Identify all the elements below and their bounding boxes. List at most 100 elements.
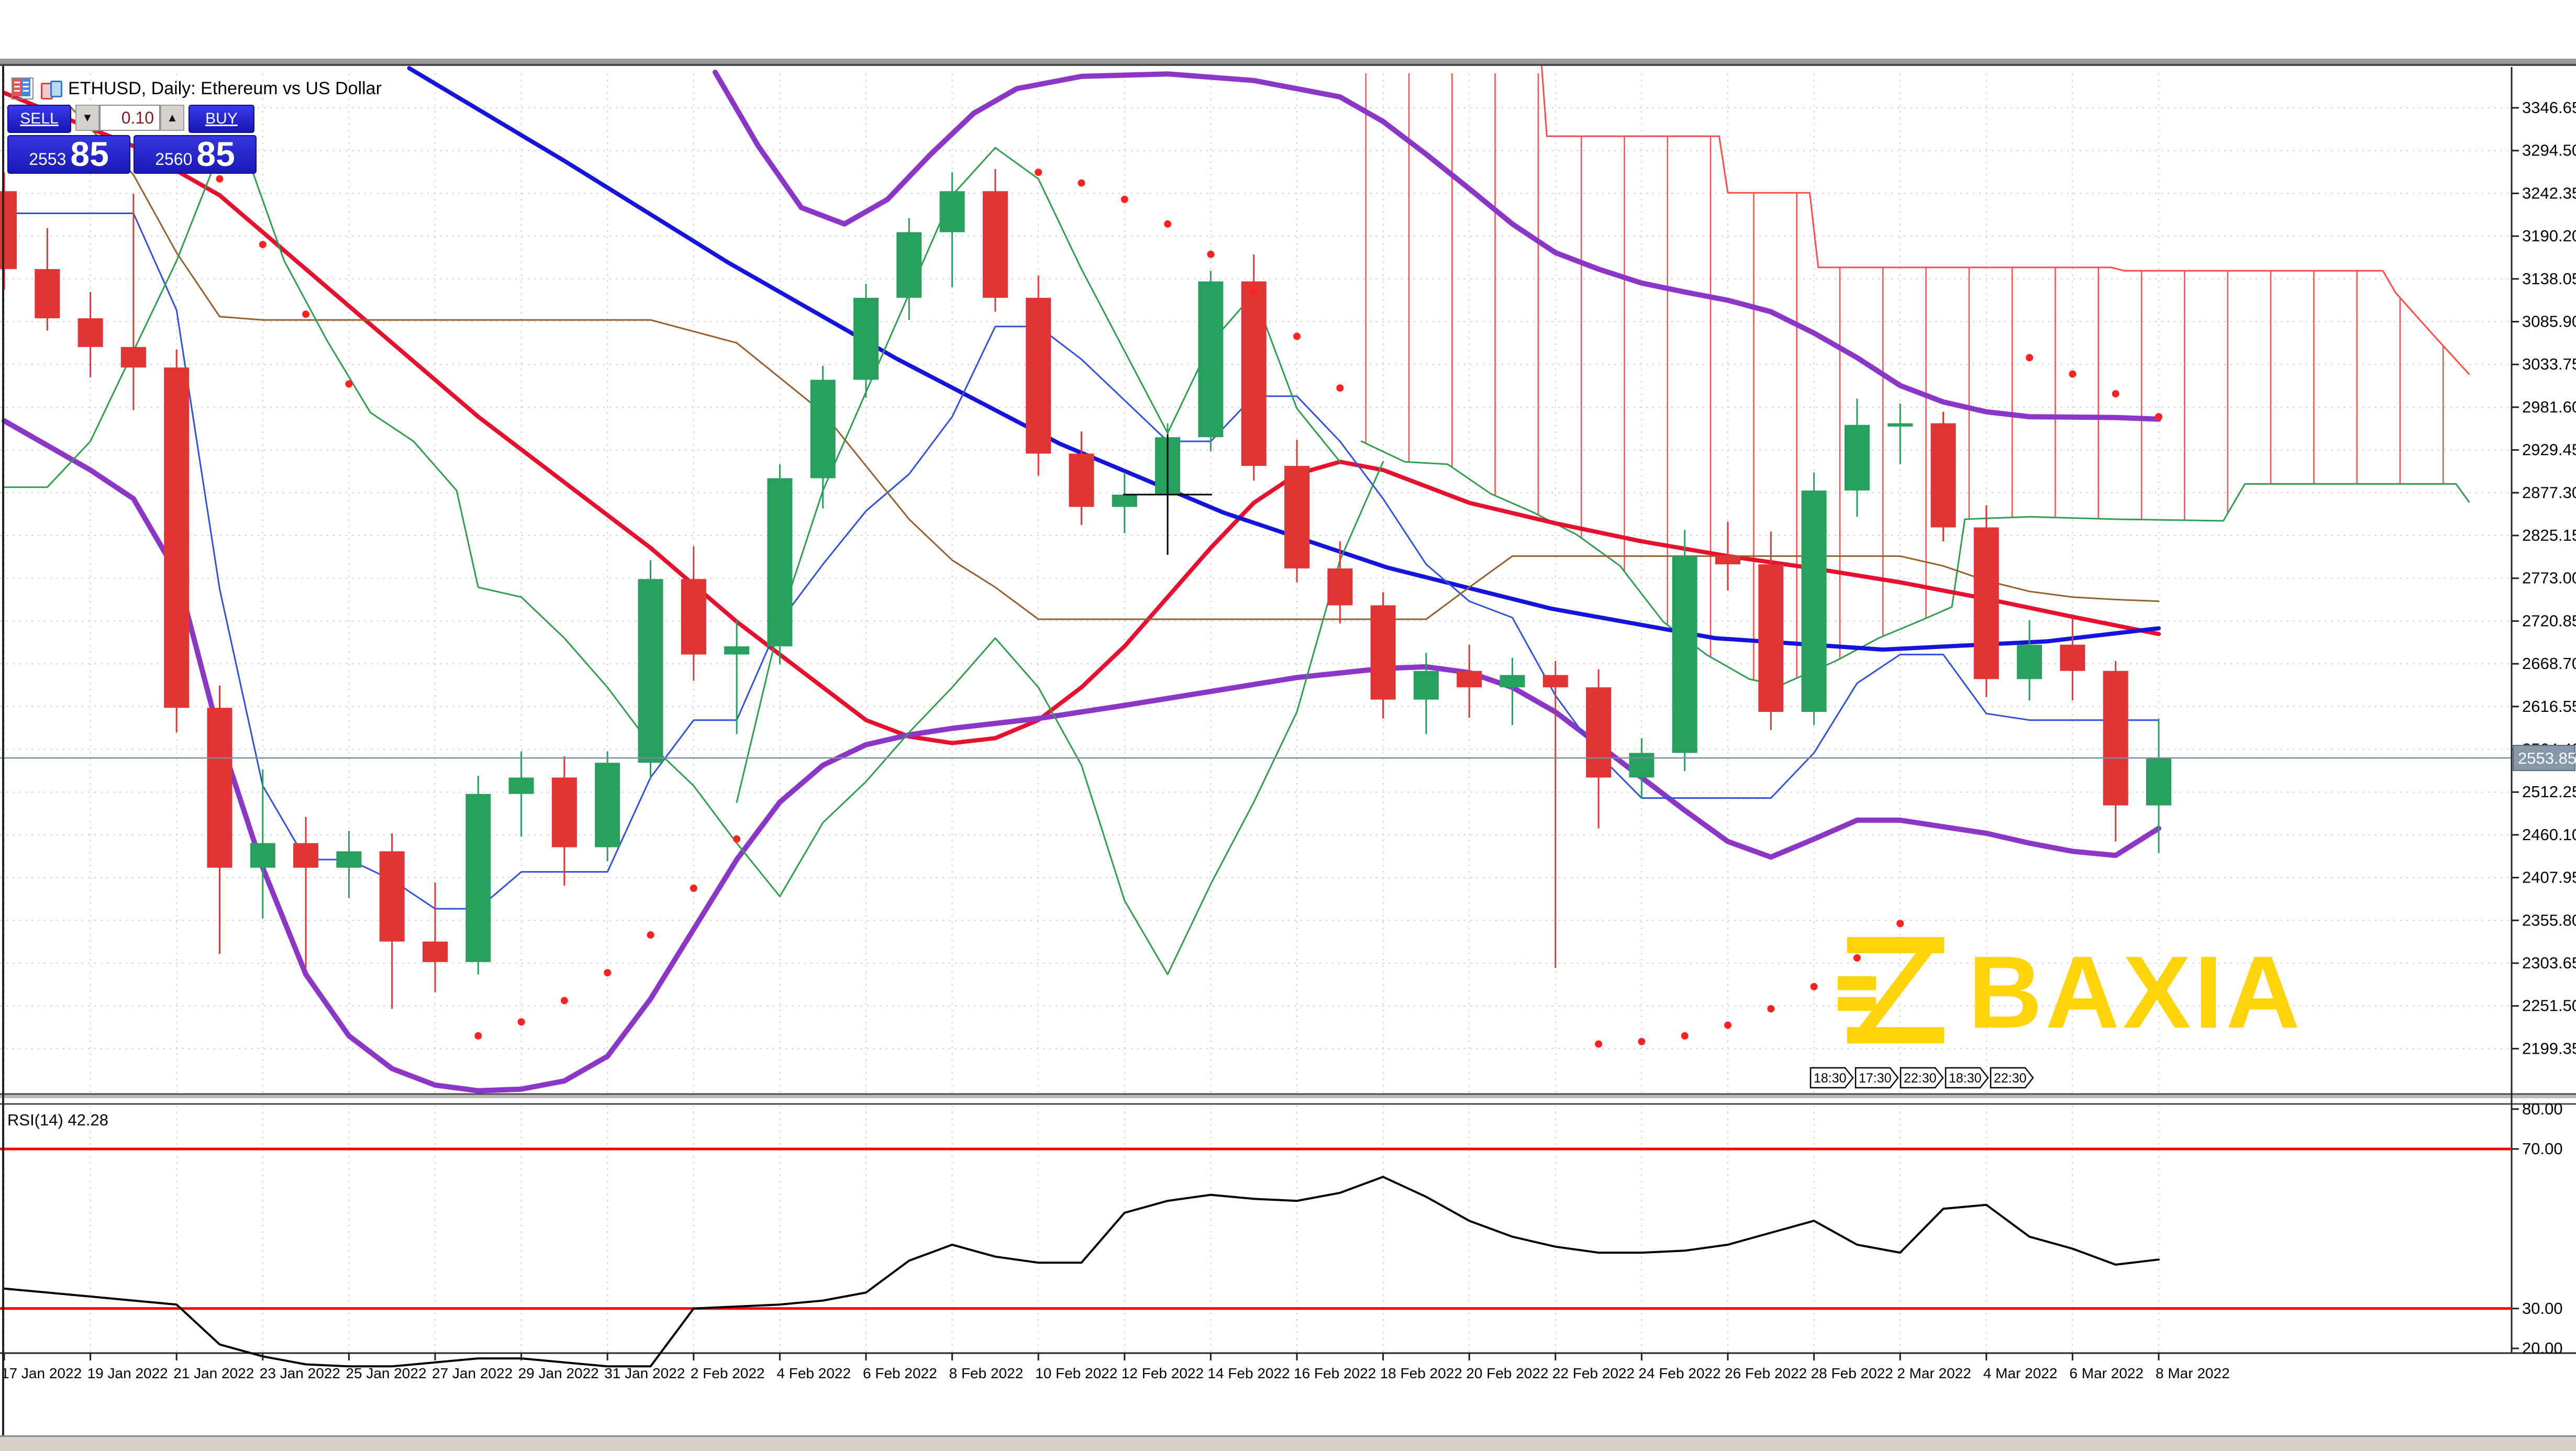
psar-dot xyxy=(1724,1021,1731,1029)
buy-button[interactable]: BUY xyxy=(188,105,254,133)
cloud-top-edge xyxy=(1540,66,2470,375)
price-axis-label: 2981.60 xyxy=(2522,398,2576,416)
price-axis-label: 2355.80 xyxy=(2522,911,2576,929)
candle-body xyxy=(1370,605,1396,700)
bollinger-upper-purple xyxy=(713,70,2161,422)
chart-templates-icon[interactable] xyxy=(41,79,62,99)
price-axis-label: 2460.10 xyxy=(2522,825,2576,844)
date-axis-label: 29 Jan 2022 xyxy=(518,1365,599,1381)
candle-body xyxy=(853,297,879,380)
candle-body xyxy=(207,708,232,868)
date-axis-label: 16 Feb 2022 xyxy=(1294,1365,1376,1381)
buy-price-main: 2560 xyxy=(155,150,193,169)
time-flag-label: 22:30 xyxy=(1994,1071,2027,1086)
rsi-axis-label: 30.00 xyxy=(2522,1299,2563,1318)
psar-dot xyxy=(302,310,310,318)
candle-body xyxy=(1112,494,1137,507)
psar-dot xyxy=(1164,220,1172,228)
psar-dot xyxy=(474,1032,482,1040)
ichimoku-cloud xyxy=(1360,66,2470,687)
candle-body xyxy=(1844,425,1870,491)
baxia-logo-text: BAXIA xyxy=(1968,935,2303,1050)
psar-dot xyxy=(2026,354,2034,362)
baxia-logo-mark xyxy=(1838,937,1945,1044)
candle-body xyxy=(1715,556,1740,565)
psar-dot xyxy=(690,884,697,892)
date-axis-label: 26 Feb 2022 xyxy=(1725,1365,1807,1381)
candle-body xyxy=(293,843,319,868)
chart-header: ETHUSD, Daily: Ethereum vs US Dollar xyxy=(12,77,382,99)
candle-body xyxy=(1026,297,1051,454)
one-click-trading-panel: SELL ▼ 0.10 ▲ BUY 2553 85 2560 85 xyxy=(7,105,259,174)
psar-dot xyxy=(1035,169,1042,176)
current-price-tag xyxy=(2513,745,2575,772)
candle-body xyxy=(1413,671,1439,700)
price-axis-label: 2199.35 xyxy=(2522,1039,2576,1057)
candle-body xyxy=(551,777,577,847)
time-flag xyxy=(1855,1067,1899,1089)
psar-dot xyxy=(604,969,612,977)
price-axis-label: 2720.85 xyxy=(2522,611,2576,630)
candle-body xyxy=(595,763,620,847)
sell-quote-box[interactable]: 2553 85 xyxy=(7,135,130,174)
volume-input[interactable]: 0.10 xyxy=(99,105,160,131)
grid xyxy=(0,73,2512,1353)
date-axis-label: 14 Feb 2022 xyxy=(1207,1365,1290,1381)
price-axis-label: 3242.35 xyxy=(2522,184,2576,202)
bollinger-lower-purple xyxy=(2,418,2161,1093)
date-axis-label: 23 Jan 2022 xyxy=(260,1365,340,1381)
chart-svg[interactable]: RSI(14) 42.28 3346.65 3294.50 3242.35 3190.2… xyxy=(0,66,2576,1451)
candle-body xyxy=(939,191,965,232)
volume-decrease-button[interactable]: ▼ xyxy=(75,105,99,131)
psar-dot xyxy=(1638,1037,1646,1045)
rsi-panel: RSI(14) 42.28 xyxy=(0,1111,2512,1368)
window-top-separator xyxy=(0,59,2576,66)
price-axis-label: 2303.65 xyxy=(2522,954,2576,972)
price-axis-label: 3294.50 xyxy=(2522,141,2576,160)
candle-body xyxy=(724,646,750,655)
price-axis-label: 2512.25 xyxy=(2522,783,2576,801)
price-axis-label: 2668.70 xyxy=(2522,654,2576,673)
candle-body xyxy=(1586,687,1612,778)
date-axis-label: 6 Feb 2022 xyxy=(863,1365,937,1381)
psar-dot xyxy=(345,380,353,388)
psar-dot xyxy=(1681,1032,1689,1040)
price-axis-label: 3138.05 xyxy=(2522,270,2576,288)
time-flag-label: 18:30 xyxy=(1949,1071,1982,1086)
date-axis-label: 18 Feb 2022 xyxy=(1380,1365,1462,1381)
time-flags: 18:30 17:30 22:30 18:30 22:30 xyxy=(1809,1067,2034,1089)
status-bar xyxy=(0,1435,2576,1451)
chikou-green-thin xyxy=(736,147,1341,803)
psar-dot xyxy=(1293,332,1301,340)
time-flag xyxy=(1990,1067,2034,1089)
price-axis-label: 3190.20 xyxy=(2522,227,2576,245)
date-axis-label: 25 Jan 2022 xyxy=(346,1365,426,1381)
psar-dot xyxy=(216,175,224,183)
psar-dot xyxy=(1120,195,1128,203)
sell-button[interactable]: SELL xyxy=(7,105,71,133)
candle-body xyxy=(1542,675,1568,688)
price-axis-label: 2251.50 xyxy=(2522,997,2576,1015)
volume-increase-button[interactable]: ▲ xyxy=(160,105,184,131)
time-flag-label: 17:30 xyxy=(1859,1071,1892,1086)
candle-body xyxy=(810,380,836,478)
price-axis-label: 2407.95 xyxy=(2522,868,2576,887)
rsi-line xyxy=(3,1176,2160,1368)
psar-dot xyxy=(1810,983,1818,990)
buy-price-pips: 85 xyxy=(196,135,235,174)
psar-dot xyxy=(259,241,267,249)
candle-body xyxy=(638,579,663,763)
price-axis: 3346.65 3294.50 3242.35 3190.20 3138.05 3085.… xyxy=(2512,98,2576,1357)
date-axis-label: 2 Mar 2022 xyxy=(1897,1365,1971,1381)
date-axis-label: 28 Feb 2022 xyxy=(1811,1365,1893,1381)
psar-dot xyxy=(2155,413,2162,421)
date-axis-label: 21 Jan 2022 xyxy=(173,1365,254,1381)
candle-body xyxy=(1629,753,1655,778)
panel-splitter xyxy=(0,1094,2576,1098)
candle-body xyxy=(1973,527,1999,679)
price-axis-label: 2616.55 xyxy=(2522,697,2576,716)
candle-body xyxy=(35,269,60,319)
date-axis-label: 19 Jan 2022 xyxy=(87,1365,168,1381)
market-watch-icon[interactable] xyxy=(12,77,34,99)
buy-quote-box[interactable]: 2560 85 xyxy=(134,135,257,174)
